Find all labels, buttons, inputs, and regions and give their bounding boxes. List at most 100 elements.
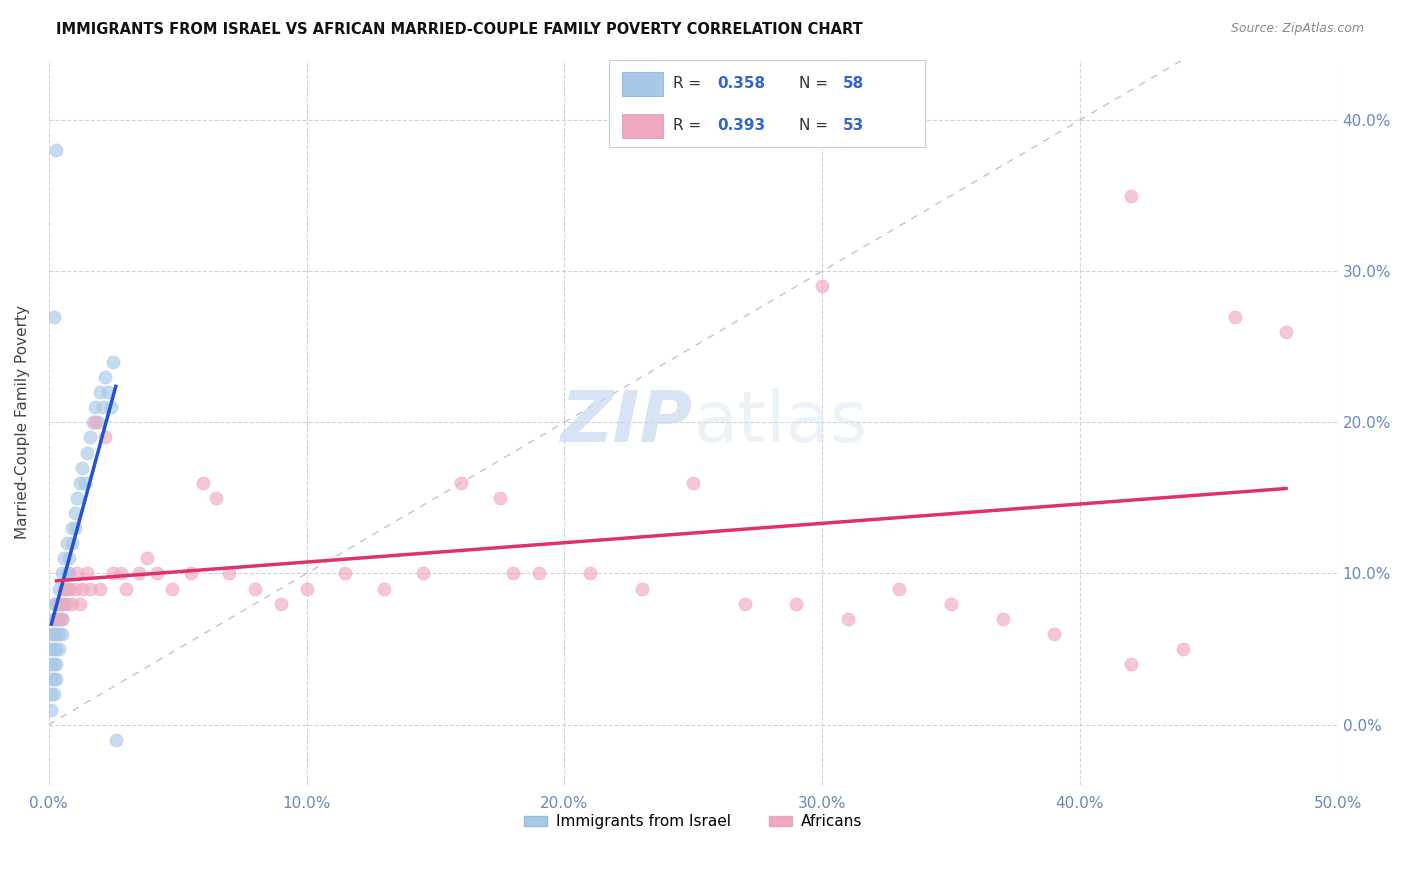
Point <box>56 536 79 550</box>
Point <box>218 566 240 581</box>
Point <box>89 582 111 596</box>
Point <box>110 566 132 581</box>
Point <box>60 521 83 535</box>
Point <box>94 370 117 384</box>
Point <box>785 597 807 611</box>
Point <box>180 566 202 581</box>
Point <box>45 642 67 657</box>
Point <box>991 612 1014 626</box>
Point <box>1223 310 1246 324</box>
Point <box>66 566 89 581</box>
Point <box>82 415 104 429</box>
Point <box>48 582 70 596</box>
Point <box>76 445 98 459</box>
Point <box>41 687 63 701</box>
Point <box>1275 325 1298 339</box>
Point <box>115 582 138 596</box>
Point <box>56 597 79 611</box>
Point <box>373 582 395 596</box>
Point <box>48 597 70 611</box>
Point <box>45 612 67 626</box>
Text: ZIP: ZIP <box>561 388 693 457</box>
Point <box>837 612 859 626</box>
Point <box>1121 188 1143 202</box>
Point <box>103 566 125 581</box>
Point <box>128 566 150 581</box>
Point <box>53 597 76 611</box>
Point <box>527 566 550 581</box>
Point <box>69 475 91 490</box>
Point <box>63 506 86 520</box>
Point <box>889 582 911 596</box>
Point <box>53 551 76 566</box>
Legend: Immigrants from Israel, Africans: Immigrants from Israel, Africans <box>517 808 869 836</box>
Point <box>58 551 80 566</box>
Point <box>42 310 65 324</box>
Point <box>45 673 67 687</box>
Point <box>162 582 184 596</box>
Point <box>42 673 65 687</box>
Point <box>243 582 266 596</box>
Point <box>66 491 89 505</box>
Point <box>76 566 98 581</box>
Point <box>104 732 127 747</box>
Point <box>45 627 67 641</box>
Point <box>51 612 73 626</box>
Point <box>84 401 107 415</box>
Point <box>53 582 76 596</box>
Point <box>41 657 63 672</box>
Point <box>60 597 83 611</box>
Point <box>41 702 63 716</box>
Point <box>72 582 94 596</box>
Point <box>42 627 65 641</box>
Text: Source: ZipAtlas.com: Source: ZipAtlas.com <box>1230 22 1364 36</box>
Point <box>48 612 70 626</box>
Point <box>58 566 80 581</box>
Point <box>205 491 228 505</box>
Point <box>53 582 76 596</box>
Point <box>103 355 125 369</box>
Point <box>84 415 107 429</box>
Point <box>489 491 512 505</box>
Point <box>1171 642 1194 657</box>
Point <box>73 475 96 490</box>
Point <box>295 582 318 596</box>
Text: IMMIGRANTS FROM ISRAEL VS AFRICAN MARRIED-COUPLE FAMILY POVERTY CORRELATION CHAR: IMMIGRANTS FROM ISRAEL VS AFRICAN MARRIE… <box>56 22 863 37</box>
Point <box>811 279 834 293</box>
Point <box>41 642 63 657</box>
Point <box>412 566 434 581</box>
Point <box>97 385 120 400</box>
Point <box>45 657 67 672</box>
Point <box>42 687 65 701</box>
Point <box>502 566 524 581</box>
Point <box>42 612 65 626</box>
Point <box>42 597 65 611</box>
Text: atlas: atlas <box>693 388 868 457</box>
Point <box>42 642 65 657</box>
Point <box>51 612 73 626</box>
Point <box>146 566 169 581</box>
Point <box>94 430 117 444</box>
Point <box>734 597 756 611</box>
Point <box>630 582 652 596</box>
Point <box>1121 657 1143 672</box>
Point <box>48 642 70 657</box>
Point <box>87 415 110 429</box>
Point <box>682 475 704 490</box>
Point <box>56 566 79 581</box>
Point <box>45 597 67 611</box>
Point <box>48 627 70 641</box>
Point <box>42 657 65 672</box>
Point <box>270 597 292 611</box>
Point <box>48 597 70 611</box>
Point <box>79 430 101 444</box>
Point <box>69 597 91 611</box>
Point <box>579 566 602 581</box>
Point <box>41 627 63 641</box>
Point <box>56 582 79 596</box>
Point <box>63 521 86 535</box>
Point <box>193 475 215 490</box>
Y-axis label: Married-Couple Family Poverty: Married-Couple Family Poverty <box>15 305 30 540</box>
Point <box>1043 627 1066 641</box>
Point <box>58 582 80 596</box>
